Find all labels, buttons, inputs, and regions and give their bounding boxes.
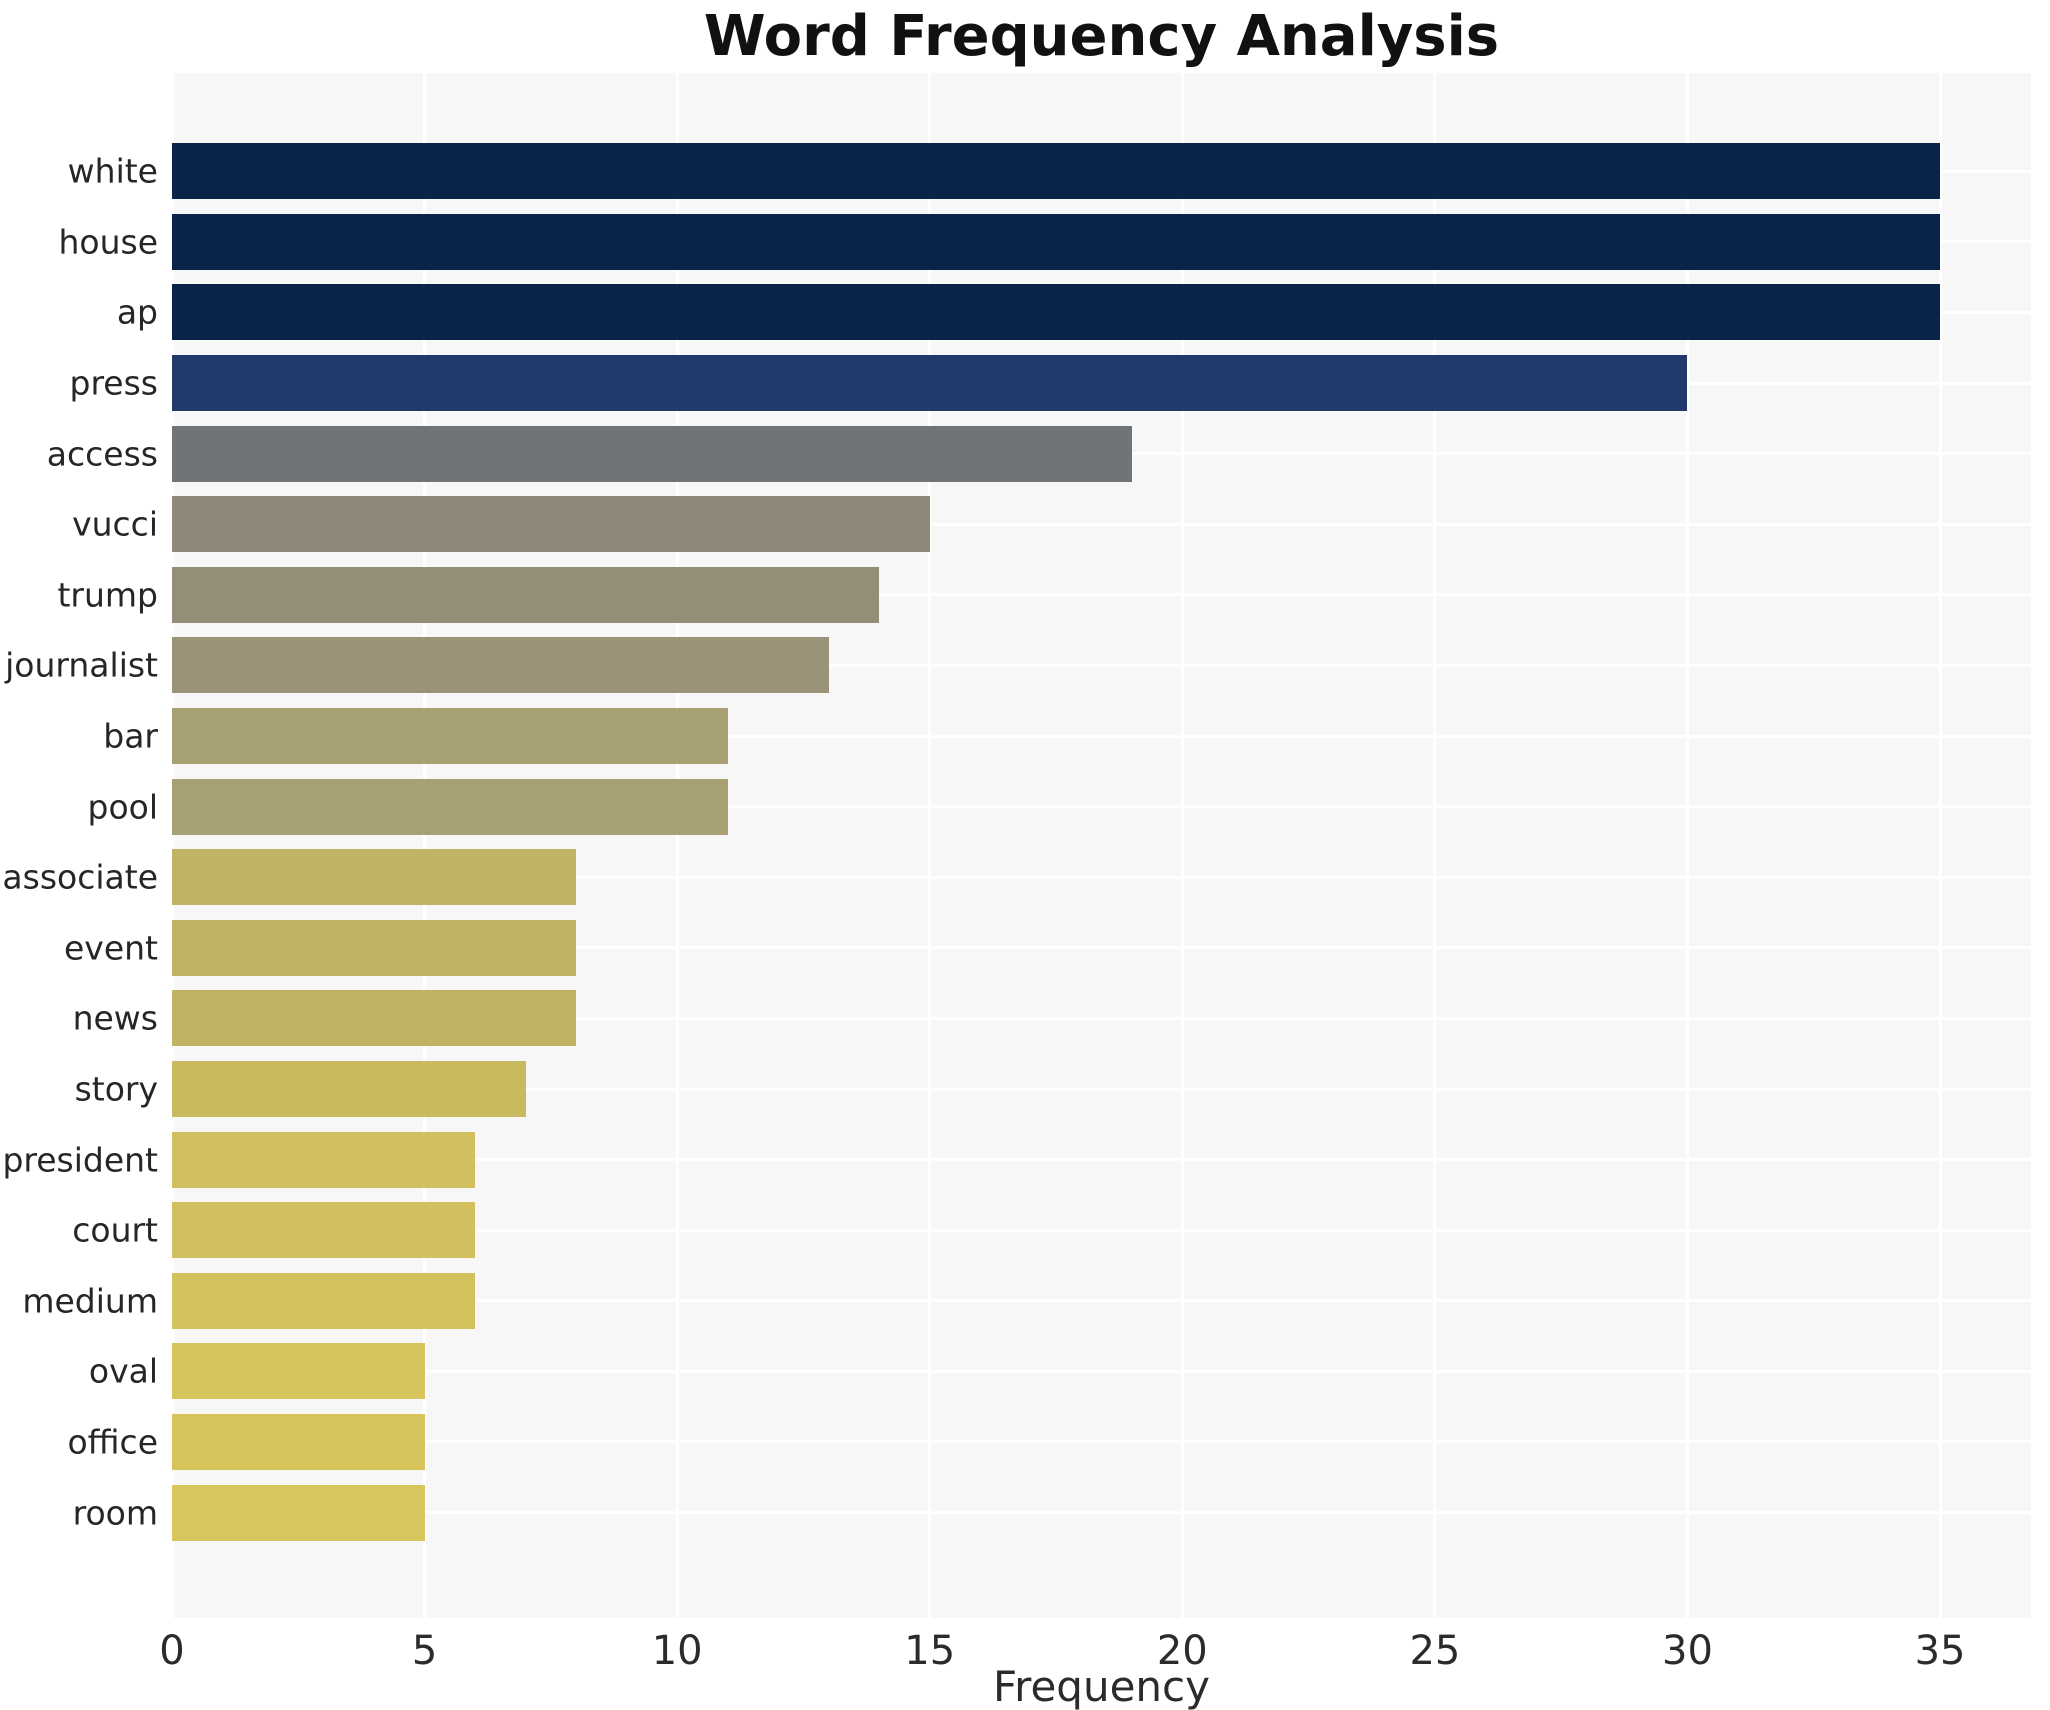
category-label-associate: associate [2,857,158,897]
bar-row: medium [22,1266,2031,1337]
x-tick-5: 5 [411,1628,438,1674]
bar-row: room [73,1477,2031,1548]
bar-press [172,355,1688,412]
bar-row: ap [117,277,2031,348]
x-axis: 0 5 10 15 20 25 30 35 [159,1618,2031,1678]
bar-row: office [67,1407,2031,1478]
plot-panel: white house ap press access vucci trump journal… [2,73,2031,1618]
category-label-white: white [67,151,158,191]
x-tick-25: 25 [1409,1628,1461,1674]
gridline-y-president [172,1158,2031,1162]
bar-row: court [72,1195,2031,1266]
bar-row: vucci [72,489,2031,560]
gridline-x-15 [928,73,932,1618]
bar-house [172,213,1941,270]
bar-row: oval [89,1336,2031,1407]
gridline-y-trump [172,593,2031,597]
category-label-news: news [72,998,158,1038]
x-tick-15: 15 [904,1628,956,1674]
gridline-y-story [172,1087,2031,1091]
gridline-x-30 [1685,73,1689,1618]
bar-pool [172,778,728,835]
gridline-x-10 [675,73,679,1618]
bar-row: white [68,136,2031,207]
bar-trump [172,566,880,623]
category-label-president: president [2,1140,158,1180]
bar-vucci [172,496,930,553]
x-tick-30: 30 [1662,1628,1713,1674]
gridline-y-event [172,946,2031,950]
bar-journalist [172,637,829,694]
x-axis-label: Frequency [993,1662,1210,1710]
category-label-house: house [58,222,158,262]
gridline-x-5 [423,73,427,1618]
category-label-room: room [72,1493,158,1533]
bar-row: news [73,983,2031,1054]
category-label-court: court [72,1210,158,1250]
bar-bar [172,708,728,765]
category-label-vucci: vucci [72,504,158,544]
bar-oval [172,1343,425,1400]
bar-row: access [47,418,2031,489]
category-label-pool: pool [87,787,159,827]
category-label-bar: bar [103,716,158,756]
gridline-y-bar [172,734,2031,738]
gridline-x-20 [1180,73,1184,1618]
gridline-y-oval [172,1369,2031,1373]
gridline-y-room [172,1511,2031,1515]
bar-associate [172,849,577,906]
gridline-y-pool [172,805,2031,809]
bar-story [172,1061,526,1118]
gridline-x-25 [1433,73,1437,1618]
gridline-y-journalist [172,663,2031,667]
category-label-oval: oval [88,1351,158,1391]
gridline-x-35 [1938,73,1942,1618]
bar-ap [172,284,1941,341]
category-label-story: story [74,1069,158,1109]
category-label-ap: ap [116,292,158,332]
gridline-y-news [172,1016,2031,1020]
bar-event [172,919,577,976]
bar-row: event [64,913,2031,984]
bar-row: press [70,348,2031,419]
bar-row: bar [103,701,2031,772]
bar-room [172,1484,425,1541]
category-label-access: access [46,434,158,474]
x-tick-35: 35 [1914,1628,1966,1674]
bar-white [172,143,1941,200]
bar-office [172,1413,425,1470]
bar-row: journalist [5,630,2031,701]
bar-row: president [2,1124,2031,1195]
gridline-y-vucci [172,522,2031,526]
gridline-y-court [172,1228,2031,1232]
gridline-y-medium [172,1299,2031,1303]
category-label-journalist: journalist [5,645,158,685]
category-label-office: office [67,1422,158,1462]
bar-row: trump [57,560,2031,631]
x-tick-0: 0 [159,1628,185,1674]
bar-news [172,990,577,1047]
bar-medium [172,1272,476,1329]
bar-row: story [75,1054,2031,1125]
category-label-press: press [69,363,158,403]
bar-row: house [58,207,2031,278]
bar-president [172,1131,476,1188]
bar-court [172,1202,476,1259]
category-label-trump: trump [57,575,158,615]
category-label-medium: medium [22,1281,158,1321]
x-tick-10: 10 [651,1628,703,1674]
x-tick-20: 20 [1156,1628,1208,1674]
bar-rows: white house ap press access vucci trump journal… [2,136,2031,1548]
bar-row: pool [88,771,2031,842]
gridline-y-office [172,1440,2031,1444]
bar-access [172,425,1132,482]
gridline-y-associate [172,875,2031,879]
chart-title: Word Frequency Analysis [703,4,1500,69]
bar-row: associate [2,842,2031,913]
gridline-x-0 [170,73,174,1618]
category-label-event: event [64,928,158,968]
